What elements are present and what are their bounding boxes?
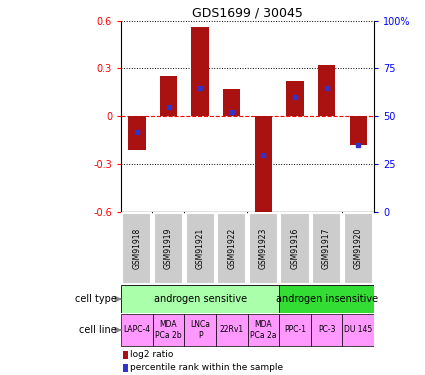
Text: GSM91919: GSM91919 xyxy=(164,228,173,269)
Text: log2 ratio: log2 ratio xyxy=(130,350,174,359)
Text: androgen insensitive: androgen insensitive xyxy=(275,294,378,304)
Bar xyxy=(191,27,209,116)
Text: PPC-1: PPC-1 xyxy=(284,326,306,334)
Text: DU 145: DU 145 xyxy=(344,326,372,334)
Bar xyxy=(255,116,272,215)
Text: cell line: cell line xyxy=(79,325,116,335)
Bar xyxy=(318,65,335,116)
Text: GSM91916: GSM91916 xyxy=(290,228,300,269)
Text: MDA
PCa 2b: MDA PCa 2b xyxy=(155,320,182,340)
Bar xyxy=(286,81,304,116)
Text: PC-3: PC-3 xyxy=(318,326,335,334)
Bar xyxy=(184,314,216,346)
Bar xyxy=(121,314,153,346)
Title: GDS1699 / 30045: GDS1699 / 30045 xyxy=(192,6,303,20)
Bar xyxy=(343,314,374,346)
Bar xyxy=(247,314,279,346)
Bar xyxy=(186,213,215,284)
Bar xyxy=(349,116,367,145)
Bar xyxy=(279,314,311,346)
Text: MDA
PCa 2a: MDA PCa 2a xyxy=(250,320,277,340)
Bar xyxy=(216,314,247,346)
Bar xyxy=(123,351,128,358)
Bar xyxy=(217,213,246,284)
Text: LAPC-4: LAPC-4 xyxy=(123,326,150,334)
Text: GSM91917: GSM91917 xyxy=(322,228,331,269)
Text: GSM91921: GSM91921 xyxy=(196,228,205,269)
Text: GSM91922: GSM91922 xyxy=(227,228,236,269)
Bar xyxy=(311,314,343,346)
Text: cell type: cell type xyxy=(74,294,116,304)
Text: GSM91923: GSM91923 xyxy=(259,228,268,269)
Text: androgen sensitive: androgen sensitive xyxy=(153,294,246,304)
Bar xyxy=(123,364,128,372)
Bar xyxy=(223,89,241,116)
Bar xyxy=(154,213,183,284)
Bar xyxy=(121,285,279,313)
Bar xyxy=(312,213,341,284)
Bar xyxy=(128,116,146,150)
Text: GSM91918: GSM91918 xyxy=(133,228,142,269)
Bar xyxy=(280,213,309,284)
Bar xyxy=(122,213,151,284)
Text: 22Rv1: 22Rv1 xyxy=(220,326,244,334)
Text: LNCa
P: LNCa P xyxy=(190,320,210,340)
Bar xyxy=(249,213,278,284)
Bar xyxy=(160,76,177,116)
Text: percentile rank within the sample: percentile rank within the sample xyxy=(130,363,283,372)
Bar xyxy=(153,314,184,346)
Text: GSM91920: GSM91920 xyxy=(354,228,363,269)
Bar xyxy=(344,213,373,284)
Bar xyxy=(279,285,374,313)
